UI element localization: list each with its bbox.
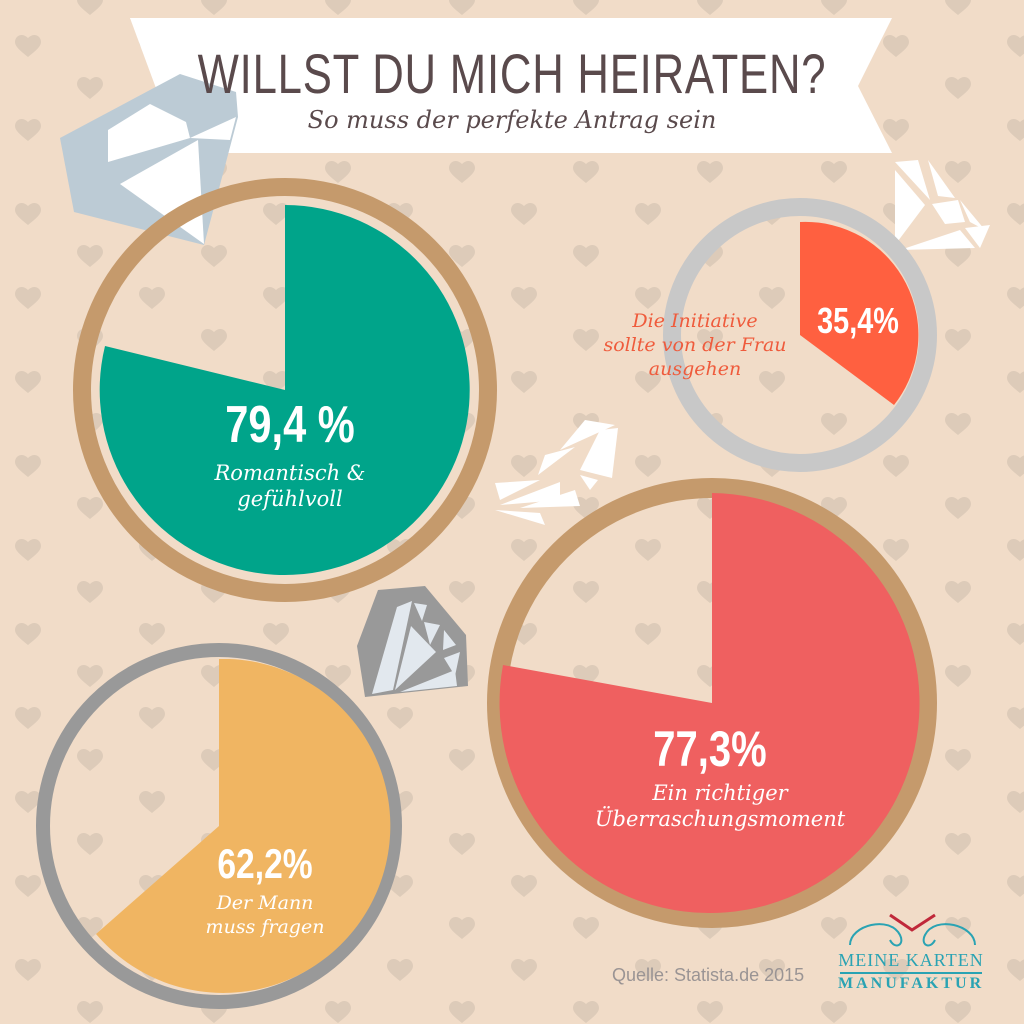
label-romantic-line2: gefühlvoll bbox=[237, 487, 343, 512]
value-man-asks: 62,2% bbox=[217, 840, 313, 887]
page-title: WILLST DU MICH HEIRATEN? bbox=[197, 42, 827, 105]
ring-man-asks bbox=[36, 643, 402, 1009]
label-initiative-line1: Die Initiative bbox=[632, 310, 758, 332]
ring-surprise bbox=[487, 478, 937, 928]
ring-romantic bbox=[73, 178, 497, 602]
diamond-icon-middle bbox=[495, 420, 618, 525]
label-romantic-line1: Romantisch & bbox=[214, 461, 366, 485]
label-man-asks: Der Mann muss fragen bbox=[185, 892, 345, 940]
label-man-asks-line2: muss fragen bbox=[205, 915, 325, 938]
diamond-icon-bottom-left bbox=[357, 586, 468, 697]
logo-divider bbox=[840, 972, 982, 974]
label-surprise-line2: Überraschungsmoment bbox=[594, 807, 846, 832]
logo-text-line2: MANUFAKTUR bbox=[838, 975, 985, 992]
page-subtitle: So muss der perfekte Antrag sein bbox=[307, 106, 717, 134]
label-surprise: Ein richtiger Überraschungsmoment bbox=[590, 780, 850, 833]
logo-ornament-icon bbox=[849, 913, 976, 947]
label-romantic: Romantisch & gefühlvoll bbox=[180, 460, 400, 513]
value-initiative: 35,4% bbox=[817, 300, 899, 341]
source-note: Quelle: Statista.de 2015 bbox=[612, 965, 805, 985]
diamond-icon-top-right bbox=[895, 160, 990, 250]
label-surprise-line1: Ein richtiger bbox=[652, 781, 788, 805]
title-banner bbox=[130, 18, 892, 153]
label-man-asks-line1: Der Mann bbox=[216, 892, 314, 914]
ring-initiative bbox=[663, 198, 937, 472]
label-initiative: Die Initiative sollte von der Frau ausge… bbox=[590, 310, 800, 381]
value-surprise: 77,3% bbox=[653, 721, 767, 777]
value-romantic: 79,4 % bbox=[225, 396, 355, 454]
logo-text-line1: MEINE KARTEN bbox=[838, 950, 984, 970]
label-initiative-line3: ausgehen bbox=[648, 357, 742, 380]
label-initiative-line2: sollte von der Frau bbox=[603, 333, 787, 356]
